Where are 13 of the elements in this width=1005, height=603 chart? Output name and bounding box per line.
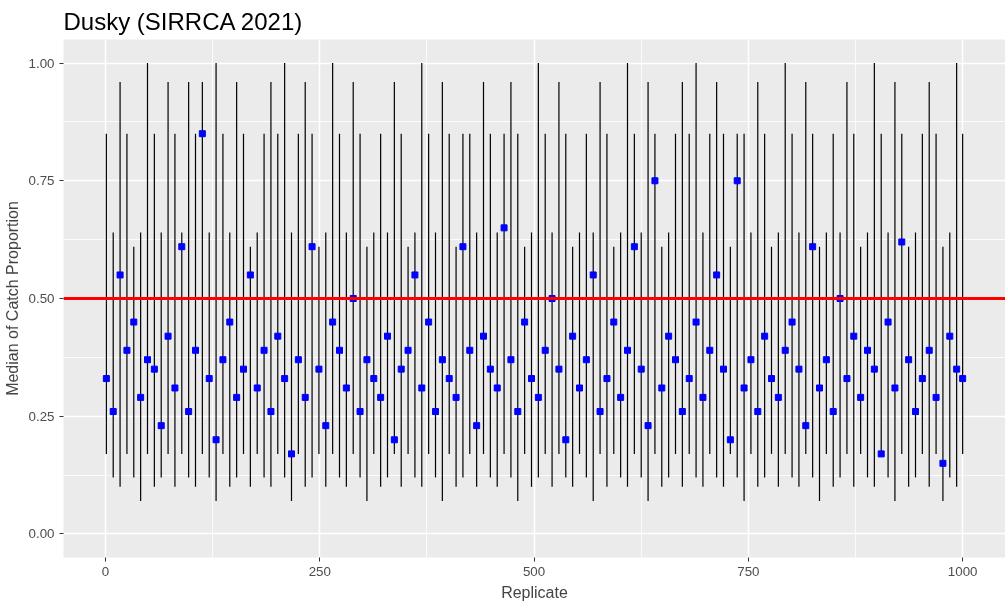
x-axis-title: Replicate	[501, 583, 568, 601]
y-tick-label: 0.50	[28, 291, 55, 306]
chart-title: Dusky (SIRRCA 2021)	[63, 7, 303, 35]
x-tick-label: 750	[737, 563, 760, 579]
x-tick-label: 1000	[947, 563, 978, 579]
y-tick-label: 0.00	[28, 526, 55, 542]
x-tick-label: 500	[522, 563, 546, 579]
y-axis-title: Median of Catch Proportion	[3, 201, 21, 396]
y-tick-label: 1.00	[28, 55, 55, 71]
x-tick-label: 0	[101, 563, 110, 579]
y-tick-label: 0.25	[28, 408, 55, 424]
y-tick-label: 0.75	[28, 173, 55, 189]
x-tick-label: 250	[308, 563, 331, 579]
